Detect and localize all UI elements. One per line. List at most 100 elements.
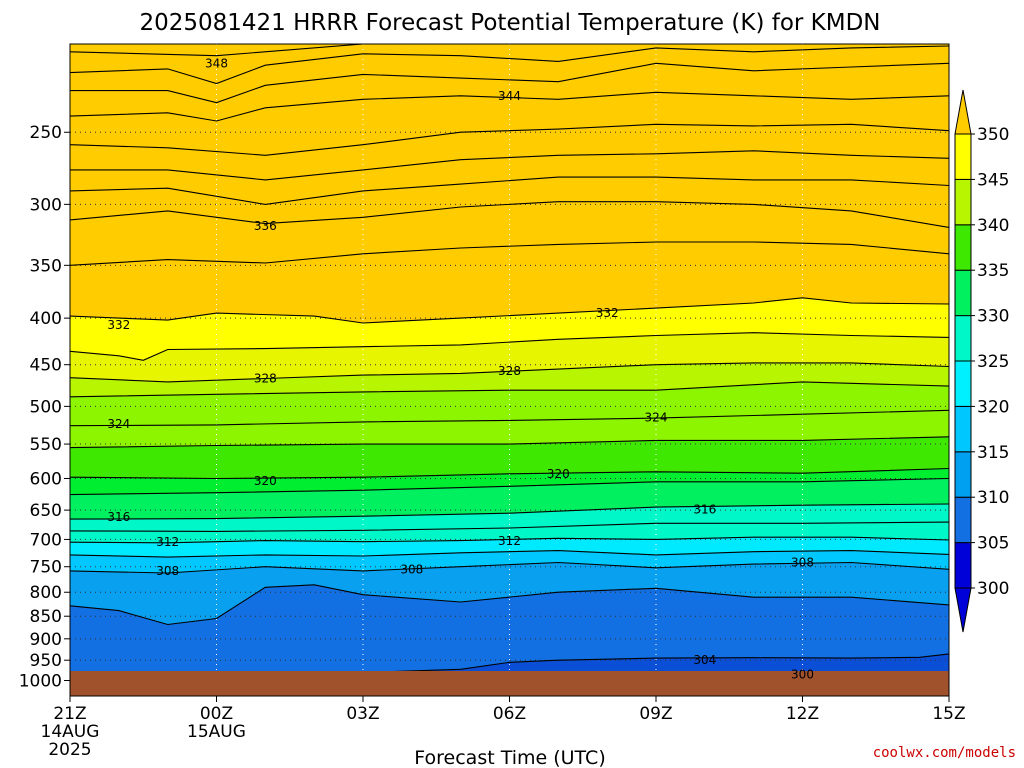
contour-label: 316 [693,503,716,517]
contour-label: 324 [645,410,668,424]
x-tick-label: 21Z 14AUG 2025 [41,704,100,760]
contour-label-text: 312 [498,534,521,548]
contour-label-text: 316 [107,510,130,524]
colorbar-level-label: 325 [977,352,1009,372]
contour-line-318 [70,477,949,496]
contour-label-text: 316 [693,503,716,517]
contour-line-312 [70,536,949,544]
y-tick-label: 400 [30,309,62,329]
colorbar-segment [954,178,972,226]
colorbar-segment [954,269,972,317]
contour-line-344 [70,91,949,122]
contour-label: 332 [596,306,619,320]
y-tick-label: 950 [30,651,62,671]
colorbar-top-arrow [954,89,972,135]
colorbar-segment [954,451,972,498]
colorbar-level-label: 310 [977,488,1009,508]
contour-label-text: 328 [498,364,521,378]
contour-line-330 [70,332,949,361]
contour-label: 336 [254,219,277,233]
contour-label-text: 348 [205,56,228,70]
contour-label: 308 [791,555,814,569]
contour-line-334 [70,241,949,266]
contour-label-text: 344 [498,89,521,103]
colorbar-segment [954,224,972,271]
contour-line-316 [70,503,949,520]
y-tick-label: 500 [30,397,62,417]
contour-line-322 [70,436,949,449]
contour-label: 308 [156,564,179,578]
y-tick-label: 250 [30,123,62,143]
y-tick-label: 300 [30,195,62,215]
y-tick-label: 350 [30,256,62,276]
contour-label: 308 [400,562,423,576]
colorbar-level-label: 300 [977,579,1009,599]
contour-lines [70,44,949,676]
band-fill [70,44,949,84]
colorbar-segment [954,405,972,453]
y-tick-label: 900 [30,630,62,650]
y-tick-label: 1000 [19,671,62,691]
chart-title: 2025081421 HRRR Forecast Potential Tempe… [139,10,880,36]
colorbar-segment [954,315,972,362]
colorbar-level-label: 305 [977,534,1009,554]
time-axis: 21Z 14AUG 2025 00Z 15AUG 03Z 06Z 09Z 12Z 15Z [41,696,966,760]
y-tick-label: 650 [30,501,62,521]
contour-label-text: 328 [254,372,277,386]
x-tick-label: 15Z [932,704,965,724]
colorbar-segment [954,496,972,544]
contour-label: 300 [791,668,814,682]
pressure-axis: 250 300 350 400 450 500 550 600 650 700 750 800 850 9… [19,123,70,691]
contour-line-320 [70,467,949,480]
y-tick-label: 700 [30,530,62,550]
contour-line-338 [70,176,949,205]
contour-label-text: 320 [547,467,570,481]
x-axis-label: Forecast Time (UTC) [414,747,605,768]
colorbar-segment [954,133,972,180]
colorbar-level-label: 330 [977,307,1009,327]
contour-line-304 [245,653,949,676]
contour-label: 320 [254,474,277,488]
x-tick-label: 09Z [639,704,672,724]
x-tick-label: 06Z [493,704,526,724]
contour-label: 312 [498,534,521,548]
contour-label-text: 332 [596,306,619,320]
y-tick-label: 750 [30,558,62,578]
contour-line-308 [70,561,949,574]
contour-line-346 [70,62,949,104]
contour-label: 316 [107,510,130,524]
contour-label: 312 [156,535,179,549]
y-tick-label: 800 [30,583,62,603]
contour-line-310 [70,550,949,558]
y-tick-label: 550 [30,435,62,455]
y-tick-label: 450 [30,356,62,376]
contour-label: 344 [498,89,521,103]
contour-label-text: 304 [693,653,716,667]
contour-line-348 [70,45,949,85]
contour-line-340 [70,150,949,181]
contour-label-text: 320 [254,474,277,488]
contour-label-text: 336 [254,219,277,233]
colorbar-segment [954,360,972,407]
contour-line-314 [70,521,949,532]
contour-label: 348 [205,56,228,70]
contour-line-342 [70,123,949,156]
contour-label-text: 308 [791,555,814,569]
contour-label-text: 312 [156,535,179,549]
contour-line-324 [70,409,949,427]
colorbar-level-label: 335 [977,261,1009,281]
colorbar-level-label: 350 [977,125,1009,145]
contour-label: 320 [547,467,570,481]
contour-line-326 [70,381,949,398]
contour-label: 324 [107,417,130,431]
contour-label: 304 [693,653,716,667]
colorbar-level-label: 320 [977,397,1009,417]
contour-line-350 [70,44,417,57]
x-tick-label: 00Z 15AUG [187,704,246,742]
contour-label-text: 308 [156,564,179,578]
gridlines [70,44,949,696]
contour-line-306 [70,584,949,626]
band-fill [70,44,949,56]
contour-label: 328 [498,364,521,378]
x-tick-label: 12Z [786,704,819,724]
